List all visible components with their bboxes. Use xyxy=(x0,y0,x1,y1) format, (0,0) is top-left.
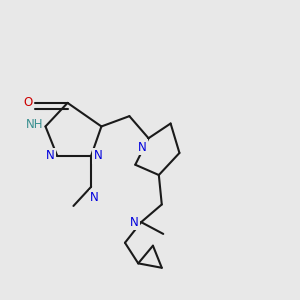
Text: O: O xyxy=(24,96,33,110)
Text: N: N xyxy=(46,149,55,162)
Text: N: N xyxy=(130,216,139,229)
Text: N: N xyxy=(90,191,98,204)
Text: N: N xyxy=(94,149,102,162)
Text: N: N xyxy=(138,141,147,154)
Text: NH: NH xyxy=(26,118,43,131)
